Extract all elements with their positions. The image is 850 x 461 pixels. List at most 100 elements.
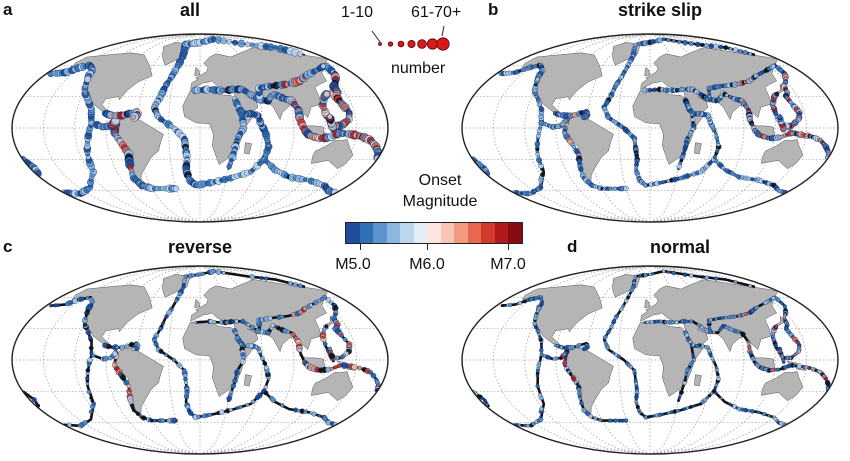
earthquake-marker [535,383,540,389]
earthquake-marker [141,415,147,421]
earthquake-marker [626,295,631,300]
size-legend-marker [436,37,450,51]
earthquake-marker [72,298,78,305]
earthquake-marker [700,42,705,48]
earthquake-marker [215,269,222,276]
earthquake-marker [578,397,582,401]
landmass [310,139,354,170]
earthquake-marker [339,354,345,360]
earthquake-marker [675,408,680,413]
earthquake-marker [678,389,684,395]
earthquake-marker [131,408,136,413]
earthquake-marker [249,42,255,48]
earthquake-marker [259,355,265,361]
earthquake-marker [555,356,559,361]
earthquake-marker [196,414,201,420]
earthquake-marker [776,367,781,372]
colorbar-ticklabel-m6: M6.0 [409,256,445,273]
earthquake-marker [793,353,797,357]
earthquake-marker [370,372,377,379]
earthquake-marker [239,342,244,347]
earthquake-marker [245,343,251,348]
landmass [760,371,804,402]
earthquake-marker [246,323,251,327]
earthquake-marker [685,337,691,342]
earthquake-marker [774,324,779,329]
earthquake-marker [89,395,94,400]
earthquake-marker [756,305,760,309]
earthquake-marker [317,413,321,418]
earthquake-marker [671,270,676,276]
earthquake-marker [320,63,326,69]
earthquake-marker [742,49,748,56]
earthquake-marker [539,415,543,419]
earthquake-marker [171,417,178,424]
earthquake-marker [579,400,584,406]
earthquake-marker [539,348,544,353]
earthquake-marker [172,185,179,192]
earthquake-marker [292,282,298,287]
earthquake-marker [720,396,723,400]
panel-b-map [461,33,839,223]
earthquake-marker [582,346,587,352]
earthquake-marker [191,273,196,278]
earthquake-marker [568,372,573,376]
panel-d-title: normal [649,237,710,257]
earthquake-marker [250,399,256,404]
size-legend-marker [407,39,416,48]
earthquake-marker [267,43,275,51]
earthquake-marker [249,324,255,331]
earthquake-marker [85,296,90,300]
earthquake-marker [226,395,232,402]
earthquake-marker [183,394,190,400]
earthquake-marker [91,353,96,358]
earthquake-marker [279,314,285,319]
earthquake-marker [688,41,694,47]
earthquake-marker [666,270,671,274]
earthquake-marker [83,316,88,320]
earthquake-marker [226,163,232,170]
earthquake-marker [183,376,188,382]
earthquake-marker [323,90,330,98]
map-border [11,265,389,455]
earthquake-marker [657,37,663,44]
earthquake-marker [609,324,614,329]
colorbar-swatch [508,223,522,243]
earthquake-marker [732,47,739,53]
earthquake-marker [297,283,303,289]
earthquake-marker [677,397,681,401]
earthquake-marker [226,39,232,45]
earthquake-marker [639,412,644,416]
earthquake-marker [270,397,276,403]
colorbar-tick-m6 [427,243,428,250]
earthquake-marker [576,342,582,348]
earthquake-marker [131,347,136,352]
colorbar-swatch [346,223,360,243]
longitude-gridline [199,266,295,454]
earthquake-marker [220,37,227,45]
earthquake-marker [750,408,755,414]
earthquake-marker [682,407,686,411]
panel-c-map [11,265,389,455]
earthquake-marker [710,356,715,361]
earthquake-marker [581,114,586,120]
earthquake-marker [56,303,60,308]
earthquake-marker [288,280,293,286]
landmass [760,139,804,170]
earthquake-marker [152,418,157,423]
panel-a-map [11,33,389,223]
panel-d-letter: d [567,237,578,256]
earthquake-marker [164,314,169,319]
earthquake-marker [517,423,521,427]
earthquake-marker [571,144,577,150]
earthquake-marker [153,341,159,347]
earthquake-marker [775,297,781,303]
earthquake-marker [270,323,276,328]
earthquake-marker [324,324,329,329]
earthquake-marker [135,411,140,416]
earthquake-marker [267,315,273,321]
map-border [461,265,839,455]
earthquake-marker [651,272,655,276]
earthquake-marker [652,87,658,92]
earthquake-marker [646,415,651,419]
